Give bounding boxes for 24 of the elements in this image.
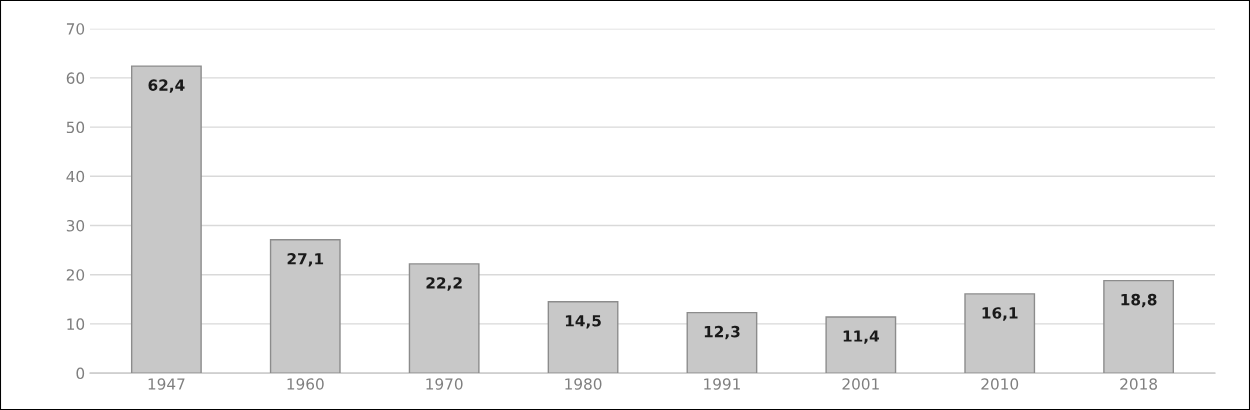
x-tick-label: 2010 — [981, 378, 1019, 390]
data-label: 18,8 — [1121, 293, 1157, 308]
x-tick-label: 1960 — [287, 378, 324, 390]
y-tick-label: 20 — [66, 269, 85, 281]
y-tick-label: 30 — [66, 219, 85, 232]
data-label: 22,2 — [426, 277, 462, 291]
x-tick-label: 2018 — [1120, 378, 1158, 390]
y-tick-label: 70 — [66, 23, 85, 35]
data-label: 27,1 — [287, 253, 324, 267]
x-tick-label: 1970 — [426, 378, 463, 390]
y-tick-label: 10 — [67, 318, 85, 330]
data-label: 12,3 — [704, 325, 740, 340]
y-tick-label: 60 — [66, 72, 85, 84]
data-label: 16,1 — [982, 307, 1018, 321]
x-tick-label: 1980 — [565, 378, 602, 390]
data-label: 11,4 — [843, 330, 879, 344]
data-label: 14,5 — [565, 315, 601, 329]
x-tick-label: 1947 — [148, 378, 185, 390]
x-tick-label: 1991 — [704, 378, 740, 390]
data-label: 62,4 — [148, 79, 185, 93]
y-tick-label: 50 — [66, 121, 85, 134]
y-tick-label: 0 — [76, 367, 85, 380]
x-tick-label: 2001 — [842, 378, 879, 390]
y-tick-label: 40 — [66, 170, 85, 183]
